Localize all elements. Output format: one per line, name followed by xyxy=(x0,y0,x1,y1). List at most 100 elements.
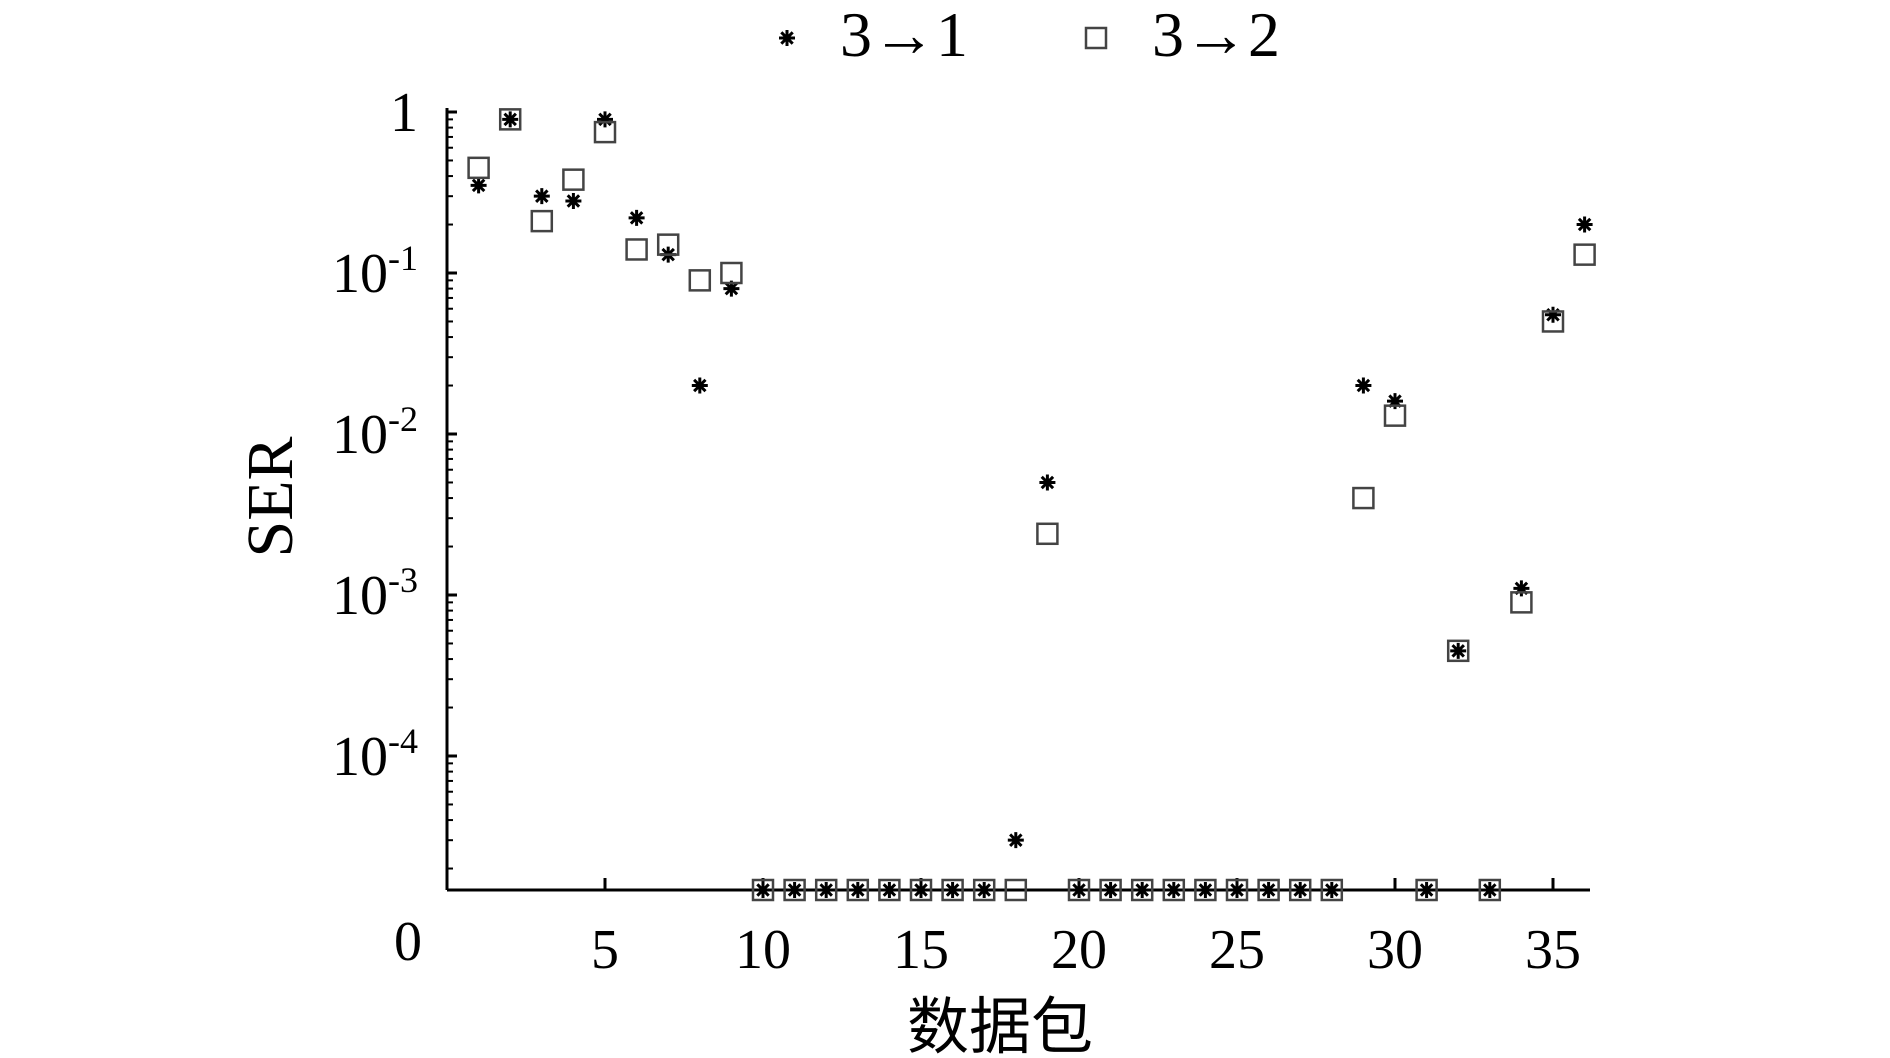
data-point-3to2 xyxy=(1478,878,1502,902)
data-point-3to2 xyxy=(1510,591,1533,614)
data-point-3to1 xyxy=(1323,882,1340,898)
data-point-3to1 xyxy=(1292,882,1309,898)
data-point-3to1 xyxy=(849,882,866,898)
x-tick-label: 20 xyxy=(1051,919,1107,981)
x-tick-label: 25 xyxy=(1209,919,1265,981)
data-point-3to2 xyxy=(941,878,964,902)
data-point-3to1 xyxy=(1418,882,1435,898)
legend: 3→1 3→2 xyxy=(779,0,1280,70)
data-point-3to1 xyxy=(913,882,929,898)
y-tick-label: 10-2 xyxy=(332,399,418,466)
data-point-3to1 xyxy=(976,882,993,898)
data-point-3to2 xyxy=(1320,878,1344,902)
data-point-3to1 xyxy=(1102,882,1119,898)
data-point-3to2 xyxy=(562,168,585,191)
data-point-3to1 xyxy=(1545,306,1561,323)
data-point-3to1 xyxy=(628,209,645,226)
y-tick-label: 1 xyxy=(390,82,418,144)
data-point-3to1 xyxy=(755,882,771,898)
data-point-3to2 xyxy=(1415,878,1438,902)
x-tick-label: 5 xyxy=(591,919,619,981)
data-point-3to2 xyxy=(1036,522,1059,546)
data-point-3to2 xyxy=(751,878,775,902)
x-tick-label: 10 xyxy=(735,919,791,981)
data-point-3to2 xyxy=(909,878,933,902)
data-point-3to1 xyxy=(723,280,740,297)
data-point-3to1 xyxy=(565,193,582,210)
data-point-3to2 xyxy=(1352,486,1375,510)
data-point-3to1 xyxy=(691,377,708,394)
y-minor-ticks xyxy=(447,118,453,870)
data-point-3to1 xyxy=(1007,832,1024,849)
data-point-3to2 xyxy=(1257,878,1280,902)
data-point-3to1 xyxy=(1039,474,1056,491)
data-point-3to2 xyxy=(1004,878,1028,902)
data-point-3to1 xyxy=(1387,393,1403,410)
data-point-3to1 xyxy=(1450,642,1467,659)
y-tick-label: 10-3 xyxy=(332,560,418,627)
data-point-3to1 xyxy=(1071,882,1087,898)
y-tick-labels: 1 10-1 10-2 10-3 10-4 0 xyxy=(332,82,422,973)
data-point-3to2 xyxy=(1099,878,1122,902)
data-point-3to2 xyxy=(1194,878,1217,902)
data-point-3to2 xyxy=(878,878,901,902)
data-point-3to2 xyxy=(783,878,806,902)
legend-asterisk-icon xyxy=(779,30,795,46)
data-point-3to2 xyxy=(498,108,522,131)
axes xyxy=(445,108,1590,892)
y-tick-label: 10-4 xyxy=(332,721,418,788)
data-point-3to1 xyxy=(502,111,519,128)
data-point-3to1 xyxy=(818,882,835,898)
data-point-3to2 xyxy=(625,238,648,261)
data-point-3to1 xyxy=(944,882,961,898)
data-point-3to2 xyxy=(1288,878,1312,902)
data-point-3to1 xyxy=(533,188,550,205)
data-point-3to2 xyxy=(467,156,490,180)
data-point-3to2 xyxy=(972,878,996,902)
data-point-3to2 xyxy=(846,878,870,902)
data-point-3to2 xyxy=(530,209,554,233)
data-point-3to1 xyxy=(1513,580,1530,597)
data-point-3to2 xyxy=(1541,310,1565,333)
y-major-ticks xyxy=(447,110,457,758)
data-point-3to2 xyxy=(1383,404,1407,427)
legend-marker-asterisk xyxy=(779,30,795,46)
data-point-3to2 xyxy=(1162,878,1186,902)
data-point-3to2 xyxy=(656,233,680,256)
data-point-3to2 xyxy=(1130,878,1154,902)
data-point-3to1 xyxy=(1134,882,1151,898)
y-axis-label: SER xyxy=(234,436,307,557)
x-tick-label: 35 xyxy=(1525,919,1581,981)
data-point-3to1 xyxy=(1576,216,1593,233)
x-tick-label: 30 xyxy=(1367,919,1423,981)
data-point-3to1 xyxy=(1481,882,1498,898)
legend-label-series-2: 3→2 xyxy=(1152,0,1280,70)
legend-label-series-1: 3→1 xyxy=(840,0,968,70)
data-point-3to1 xyxy=(597,111,613,128)
data-point-3to1 xyxy=(1197,882,1214,898)
data-point-3to1 xyxy=(1165,882,1182,898)
data-point-3to2 xyxy=(720,261,743,285)
y-tick-label: 10-1 xyxy=(332,238,418,305)
data-point-3to1 xyxy=(786,882,803,898)
series-3to1-points xyxy=(470,111,1593,898)
data-point-3to2 xyxy=(1067,878,1091,902)
data-point-3to2 xyxy=(1446,639,1470,663)
data-point-3to1 xyxy=(1355,377,1372,394)
data-point-3to2 xyxy=(593,120,617,144)
x-tick-labels: 5 10 15 20 25 30 35 xyxy=(591,919,1581,981)
x-axis-label: 数据包 xyxy=(907,994,1093,1058)
data-point-3to1 xyxy=(1260,882,1277,898)
x-tick-label: 15 xyxy=(893,919,949,981)
data-point-3to2 xyxy=(1225,878,1249,902)
series-3to2-points xyxy=(467,108,1596,902)
data-point-3to2 xyxy=(814,878,838,902)
data-point-3to1 xyxy=(881,882,898,898)
y-tick-label-zero: 0 xyxy=(394,911,422,973)
legend-marker-square xyxy=(1084,26,1108,50)
legend-square-icon xyxy=(1084,26,1108,50)
data-point-3to1 xyxy=(1229,882,1245,898)
data-point-3to1 xyxy=(470,177,487,194)
data-point-3to2 xyxy=(1573,243,1596,266)
